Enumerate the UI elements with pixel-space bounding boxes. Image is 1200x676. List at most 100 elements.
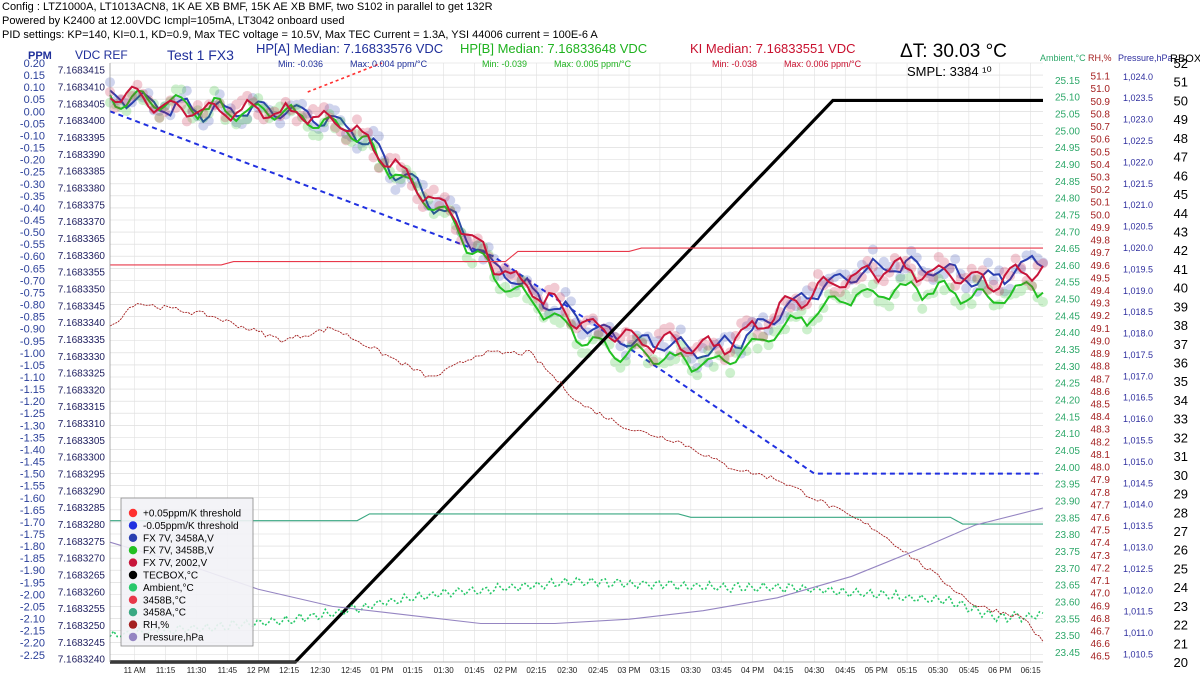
pressure-tick-label: 1,017.0 <box>1123 371 1153 381</box>
chart-title: Test 1 FX3 <box>167 47 234 63</box>
rbox-tick-label: 50 <box>1174 93 1188 108</box>
data-point <box>648 336 659 347</box>
ambient-tick-label: 23.95 <box>1055 480 1080 491</box>
series-ambient-c <box>109 576 1044 639</box>
rh-tick-label: 48.8 <box>1091 362 1111 373</box>
data-point <box>736 318 747 329</box>
x-tick-label: 03:30 <box>681 666 702 675</box>
data-point <box>362 127 373 138</box>
legend-marker <box>128 632 138 642</box>
series-line <box>109 576 1044 639</box>
x-tick-label: 01:15 <box>403 666 424 675</box>
series-line <box>109 89 1044 360</box>
data-point <box>576 329 587 340</box>
rbox-tick-label: 37 <box>1174 337 1188 352</box>
data-point <box>725 367 736 378</box>
data-point <box>708 361 719 372</box>
ambient-tick-label: 24.40 <box>1055 328 1080 339</box>
ambient-tick-label: 23.80 <box>1055 530 1080 541</box>
data-point <box>615 362 626 373</box>
data-point <box>181 85 192 96</box>
stat-min: Min: -0.036 <box>278 59 323 69</box>
data-point <box>428 209 439 220</box>
data-point <box>137 88 148 99</box>
data-point <box>878 256 889 267</box>
x-tick-label: 02:15 <box>526 666 547 675</box>
data-point <box>758 331 769 342</box>
series-line <box>109 110 1043 475</box>
legend-marker <box>128 570 138 580</box>
legend-marker <box>128 595 138 604</box>
ppm-tick-label: -2.15 <box>20 626 45 638</box>
rh-tick-label: 49.2 <box>1091 311 1111 322</box>
rh-tick-label: 48.7 <box>1091 374 1111 385</box>
series-rh- <box>109 303 1044 642</box>
data-point <box>950 254 961 265</box>
rbox-tick-label: 43 <box>1174 224 1188 239</box>
ambient-tick-label: 23.75 <box>1055 547 1080 558</box>
ppm-tick-label: -0.15 <box>20 143 45 155</box>
data-point <box>736 344 747 355</box>
ambient-tick-label: 24.55 <box>1055 278 1080 289</box>
series-fx-7v-2002-v <box>105 79 1048 367</box>
rbox-tick-label: 45 <box>1174 187 1188 202</box>
data-point <box>126 91 137 102</box>
ambient-tick-label: 24.25 <box>1055 379 1080 390</box>
rh-tick-label: 46.6 <box>1091 639 1111 650</box>
data-point <box>966 299 977 310</box>
rbox-tick-label: 48 <box>1174 131 1188 146</box>
rh-tick-label: 47.3 <box>1091 551 1111 562</box>
ambient-tick-label: 24.45 <box>1055 311 1080 322</box>
data-point <box>983 285 994 296</box>
axes: 0.200.150.100.050.00-0.05-0.10-0.15-0.20… <box>20 48 1200 675</box>
ppm-tick-label: -0.70 <box>20 275 45 287</box>
x-tick-label: 04:15 <box>773 666 794 675</box>
data-point <box>148 98 159 109</box>
rh-tick-label: 47.2 <box>1091 563 1111 574</box>
vdc-tick-label: 7.1683310 <box>58 419 106 430</box>
rh-tick-label: 49.6 <box>1091 261 1111 272</box>
data-point <box>340 135 351 146</box>
ppm-tick-label: -0.95 <box>20 336 45 348</box>
data-point <box>357 141 368 152</box>
data-point <box>939 285 950 296</box>
ambient-tick-label: 24.10 <box>1055 429 1080 440</box>
vdc-tick-label: 7.1683275 <box>58 537 106 548</box>
ppm-tick-label: -1.35 <box>20 432 45 444</box>
pressure-tick-label: 1,022.0 <box>1123 157 1153 167</box>
data-point <box>225 106 236 117</box>
data-point <box>313 130 324 141</box>
data-point <box>351 114 362 125</box>
data-point <box>242 90 253 101</box>
data-point <box>467 258 478 269</box>
ppm-tick-label: 0.15 <box>24 70 45 82</box>
rh-tick-label: 50.5 <box>1091 147 1111 158</box>
vdc-tick-label: 7.1683350 <box>58 284 106 295</box>
rbox-tick-label: 26 <box>1174 543 1188 558</box>
data-point <box>785 299 796 310</box>
x-tick-label: 06:15 <box>1021 666 1042 675</box>
data-point <box>544 309 555 320</box>
x-tick-label: 04:45 <box>835 666 856 675</box>
data-point <box>587 315 598 326</box>
x-tick-label: 03:15 <box>650 666 671 675</box>
data-point <box>862 256 873 267</box>
ambient-tick-label: 23.45 <box>1055 648 1080 659</box>
ppm-tick-label: -1.00 <box>20 348 45 360</box>
ppm-tick-label: -0.90 <box>20 324 45 336</box>
ppm-tick-label: -1.15 <box>20 384 45 396</box>
data-point <box>791 293 802 304</box>
data-point <box>796 305 807 316</box>
data-point <box>236 119 247 130</box>
data-point <box>423 188 434 199</box>
ppm-tick-label: -1.80 <box>20 541 45 553</box>
ambient-tick-label: 24.50 <box>1055 295 1080 306</box>
data-point <box>873 296 884 307</box>
ambient-tick-label: 24.00 <box>1055 463 1080 474</box>
rh-tick-label: 47.9 <box>1091 475 1111 486</box>
data-point <box>851 287 862 298</box>
x-tick-label: 06 PM <box>988 666 1011 675</box>
data-point <box>653 328 664 339</box>
rh-tick-label: 50.3 <box>1091 172 1111 183</box>
data-point <box>231 99 242 110</box>
